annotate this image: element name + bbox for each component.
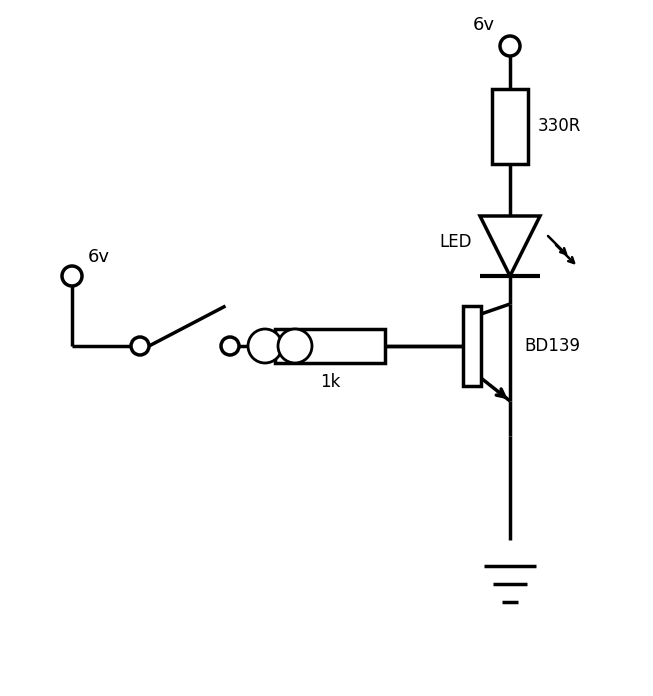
- Circle shape: [131, 337, 149, 355]
- Text: LED: LED: [439, 233, 472, 251]
- Text: BD139: BD139: [524, 337, 580, 355]
- Circle shape: [500, 36, 520, 56]
- Text: 330R: 330R: [538, 117, 581, 135]
- Bar: [463, 306, 481, 386]
- Circle shape: [221, 337, 239, 355]
- Circle shape: [62, 266, 82, 286]
- Text: 1k: 1k: [320, 373, 340, 391]
- Polygon shape: [480, 216, 540, 276]
- Bar: [275, 329, 385, 363]
- Text: 6v: 6v: [88, 248, 110, 266]
- Bar: [492, 88, 528, 164]
- Circle shape: [248, 329, 282, 363]
- Circle shape: [278, 329, 312, 363]
- Text: 6v: 6v: [473, 16, 495, 34]
